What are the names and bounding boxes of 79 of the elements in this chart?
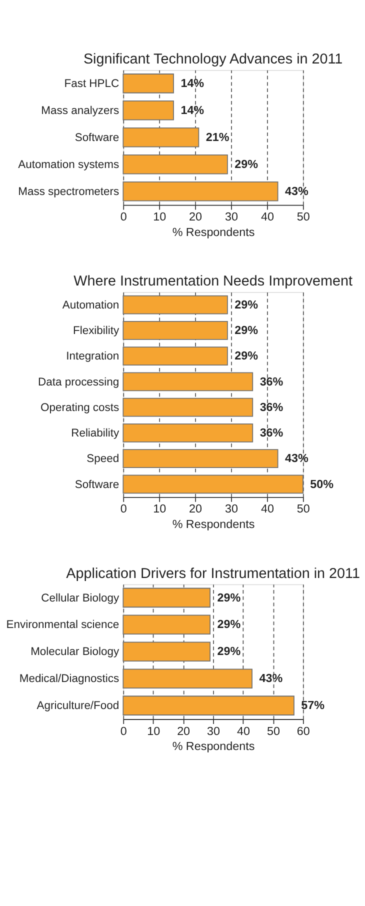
bar [122, 74, 174, 94]
y-tick-label: Fast HPLC [64, 78, 120, 90]
x-tick-label: 50 [266, 724, 280, 738]
data-label: 50% [310, 478, 334, 491]
x-tick-label: 10 [153, 210, 167, 224]
y-tick-label: Mass spectrometers [18, 186, 120, 198]
data-label: 36% [260, 400, 284, 414]
x-tick-label: 0 [120, 502, 128, 516]
y-tick-label: Flexibility [72, 325, 120, 338]
y-tick-label: Agriculture/Food [36, 700, 120, 712]
data-label: 29% [234, 158, 259, 171]
bar [122, 398, 254, 417]
x-tick-label: 40 [260, 502, 274, 516]
x-tick-label: 10 [147, 724, 161, 738]
y-tick-label: Integration [66, 350, 120, 363]
bar [122, 642, 211, 662]
x-tick-label: 30 [225, 502, 238, 516]
y-tick-label: Medical/Diagnostics [19, 673, 120, 686]
bar [122, 346, 228, 366]
y-tick-label: Mass analyzers [41, 105, 120, 118]
data-label: 29% [234, 298, 259, 312]
y-tick-label: Software [74, 132, 120, 144]
data-label: 29% [234, 350, 259, 363]
data-label: 21% [206, 130, 230, 144]
y-tick-label: Speed [86, 453, 120, 466]
data-label: 29% [217, 591, 242, 604]
x-axis-title: % Respondents [172, 226, 255, 239]
x-axis-title: % Respondents [172, 740, 255, 754]
y-tick-label: Molecular Biology [30, 646, 120, 658]
x-tick-label: 0 [120, 724, 128, 738]
y-tick-label: Cellular Biology [41, 592, 120, 604]
x-tick-label: 40 [236, 724, 250, 738]
chart-title: Significant Technology Advances in 2011 [83, 52, 343, 68]
y-tick-label: Operating costs [40, 402, 120, 414]
data-label: 36% [260, 375, 284, 388]
x-axis-title: % Respondents [172, 518, 255, 532]
chart-title: Where Instrumentation Needs Improvement [74, 274, 352, 290]
x-tick-label: 40 [260, 210, 274, 224]
data-label: 36% [260, 426, 284, 440]
data-label: 14% [180, 77, 205, 90]
x-tick-label: 30 [225, 210, 238, 224]
bar [122, 668, 252, 688]
bar [122, 127, 200, 148]
x-tick-label: 60 [296, 724, 310, 738]
y-tick-label: Automation [62, 299, 120, 312]
data-label: 43% [259, 672, 284, 686]
bar [122, 588, 211, 608]
y-tick-label: Environmental science [6, 619, 120, 632]
x-tick-label: 0 [120, 210, 128, 224]
x-tick-label: 50 [296, 210, 310, 224]
data-label: 57% [301, 699, 326, 712]
data-label: 14% [180, 104, 205, 118]
data-label: 29% [234, 324, 259, 338]
chart-title: Application Drivers for Instrumentation in 2011 [66, 566, 360, 582]
data-label: 29% [217, 645, 242, 658]
bar [122, 614, 211, 635]
bar [122, 449, 278, 468]
y-tick-label: Automation systems [18, 158, 120, 171]
bar [122, 474, 304, 494]
bar [122, 295, 228, 314]
x-tick-label: 20 [177, 724, 191, 738]
y-tick-label: Reliability [71, 428, 120, 440]
bar [122, 100, 174, 120]
bar [122, 424, 254, 442]
data-label: 43% [284, 184, 309, 198]
bar [122, 372, 254, 392]
bar [122, 321, 228, 340]
data-label: 29% [217, 618, 242, 632]
x-tick-label: 20 [189, 502, 203, 516]
bar [122, 181, 278, 202]
x-tick-label: 10 [153, 502, 167, 516]
bar [122, 154, 228, 174]
x-tick-label: 20 [189, 210, 203, 224]
bar [122, 696, 294, 716]
data-label: 43% [284, 452, 309, 466]
x-tick-label: 30 [207, 724, 221, 738]
x-tick-label: 50 [296, 502, 310, 516]
y-tick-label: Data processing [38, 376, 120, 388]
y-tick-label: Software [74, 478, 120, 491]
